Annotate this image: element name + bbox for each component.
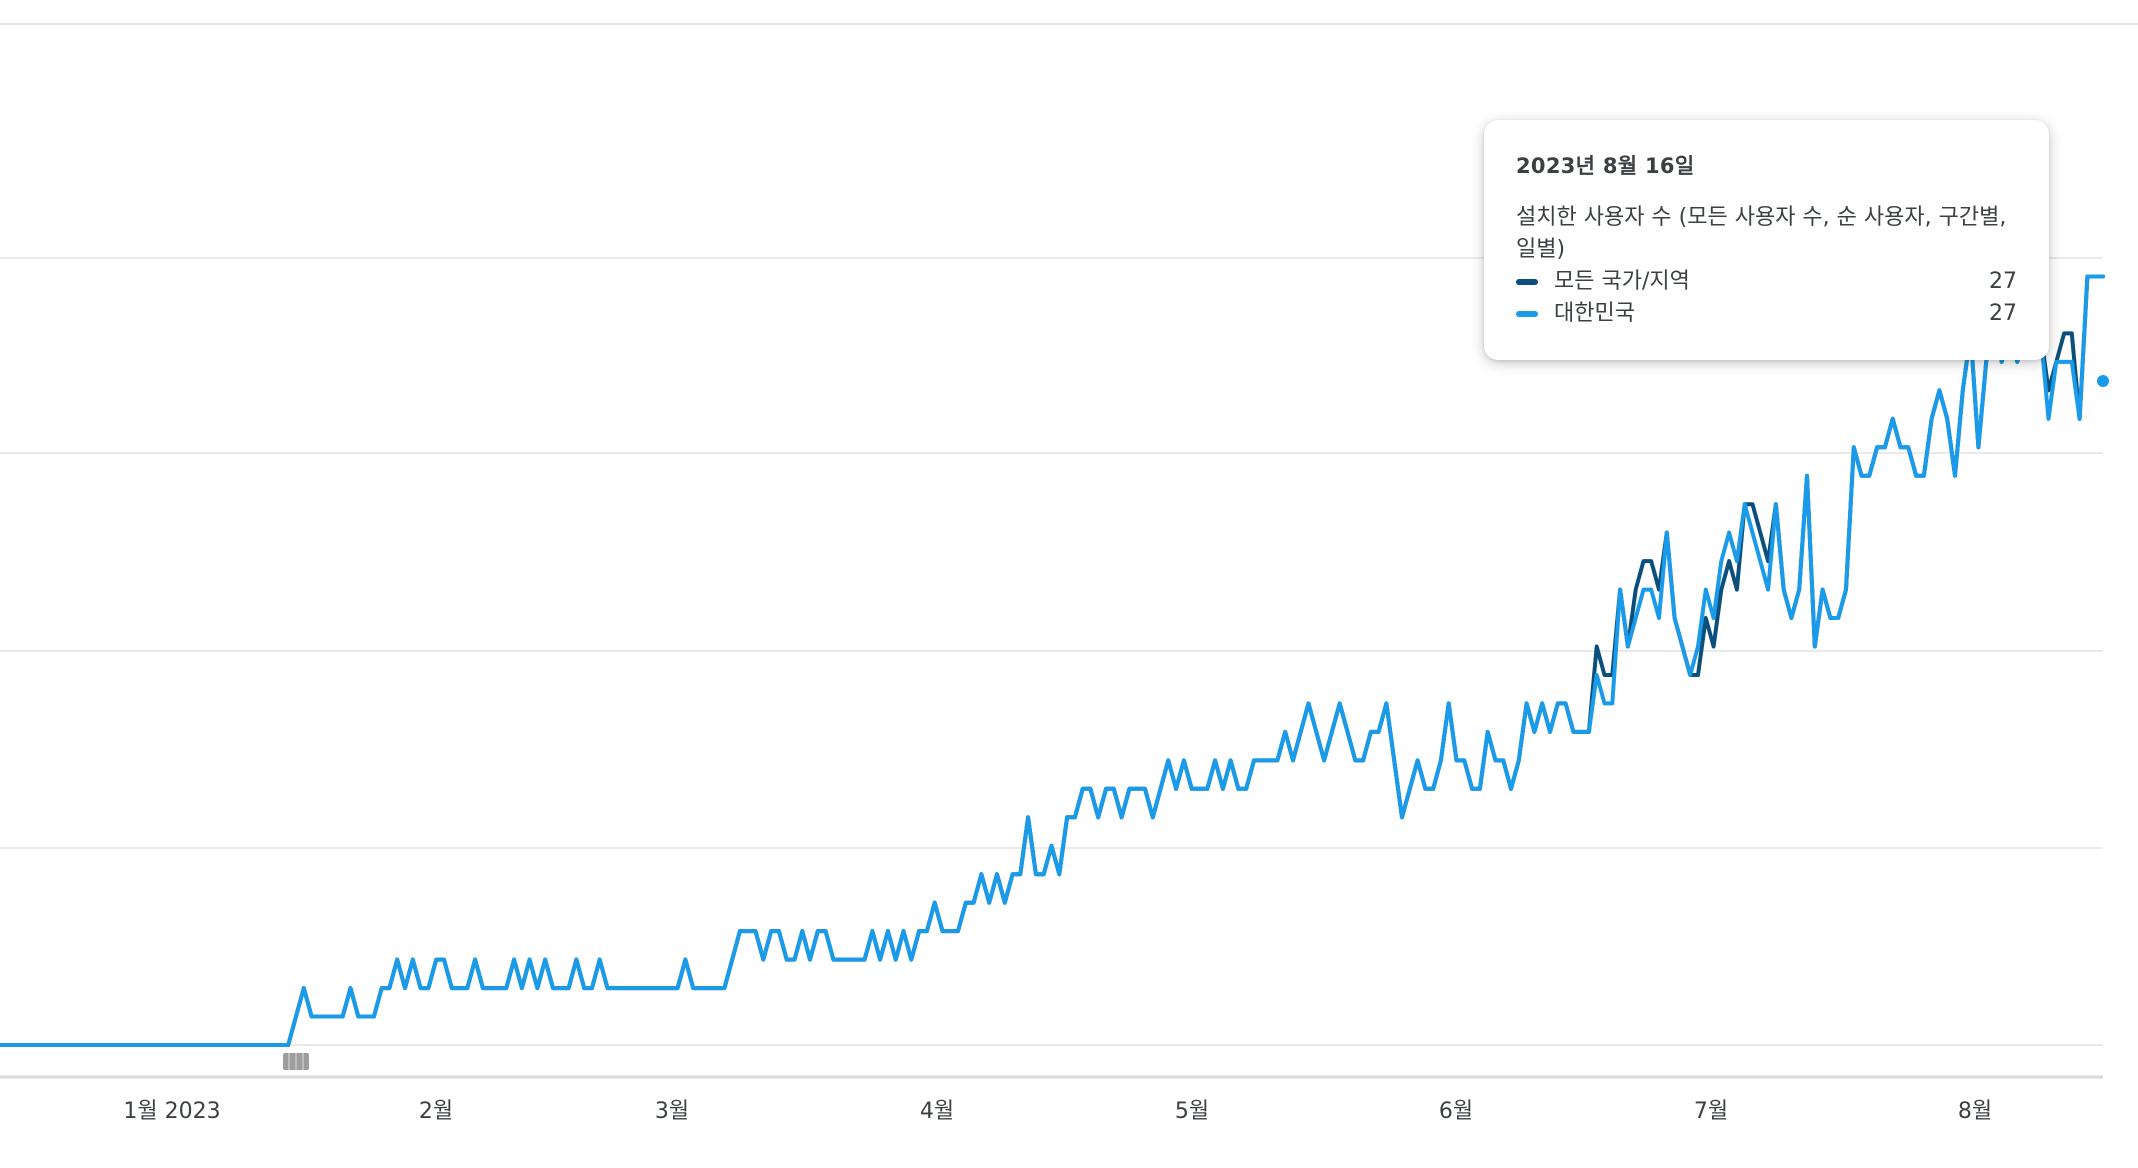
- tooltip-series-name: 모든 국가/지역: [1554, 269, 1690, 294]
- series-layer: [0, 274, 2109, 1047]
- gridlines: [0, 257, 2103, 1079]
- tooltip-date: 2023년 8월 16일: [1516, 154, 1695, 178]
- tooltip-row-all-regions: 모든 국가/지역 27: [1516, 266, 2017, 298]
- range-drag-handle[interactable]: [283, 1053, 309, 1070]
- tooltip-metric: 설치한 사용자 수 (모든 사용자 수, 순 사용자, 구간별, 일별): [1516, 205, 2007, 262]
- hover-point: [2097, 375, 2109, 387]
- x-tick-label: 7월: [1694, 1099, 1728, 1124]
- tooltip: 2023년 8월 16일 설치한 사용자 수 (모든 사용자 수, 순 사용자,…: [1484, 120, 2049, 360]
- series-line-all-regions: [0, 274, 2105, 1047]
- tooltip-series-name: 대한민국: [1554, 301, 1635, 326]
- x-tick-label: 2월: [419, 1099, 453, 1124]
- tooltip-row-korea: 대한민국 27: [1516, 298, 2017, 330]
- x-tick-label: 1월 2023: [123, 1099, 220, 1124]
- x-tick-label: 4월: [920, 1099, 954, 1124]
- series-line-korea: [0, 274, 2105, 1047]
- x-tick-label: 6월: [1439, 1099, 1473, 1124]
- tooltip-series-value: 27: [1989, 269, 2017, 294]
- x-axis: 1월 2023 2월 3월 4월 5월 6월 7월 8월: [123, 1099, 1992, 1124]
- series-swatch-icon: [1516, 311, 1538, 317]
- series-swatch-icon: [1516, 279, 1538, 285]
- x-tick-label: 3월: [655, 1099, 689, 1124]
- x-tick-label: 5월: [1175, 1099, 1209, 1124]
- tooltip-series-value: 27: [1989, 301, 2017, 326]
- x-tick-label: 8월: [1958, 1099, 1992, 1124]
